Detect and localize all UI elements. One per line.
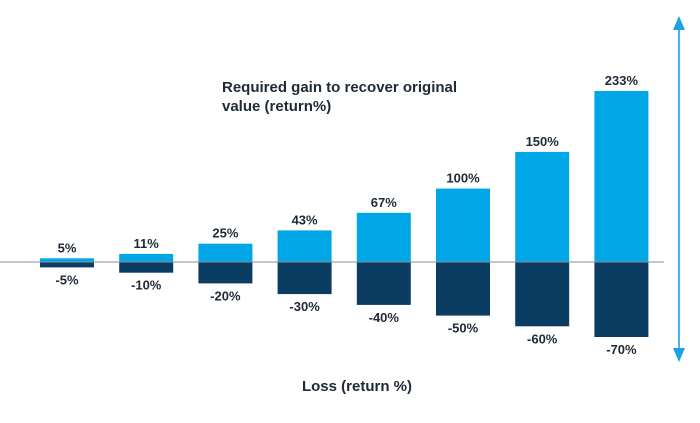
gain-bar-2 <box>119 253 174 262</box>
loss-label-6: -50% <box>448 321 479 336</box>
gain-label-2: 11% <box>134 236 160 251</box>
loss-bar-5 <box>356 262 411 305</box>
x-axis-label: Loss (return %) <box>302 378 412 395</box>
loss-label-3: -20% <box>210 288 241 303</box>
gain-bar-5 <box>356 212 411 262</box>
loss-bar-3 <box>198 262 253 284</box>
gain-bar-1 <box>40 258 94 262</box>
loss-bar-2 <box>119 262 174 273</box>
gain-bar-4 <box>277 230 332 262</box>
gain-label-3: 25% <box>212 226 238 241</box>
loss-bar-4 <box>277 262 332 295</box>
gain-label-1: 5% <box>58 240 77 255</box>
loss-bar-8 <box>594 262 649 337</box>
loss-bar-1 <box>40 262 94 268</box>
annotation-line-1: Required gain to recover original <box>222 79 457 96</box>
gain-label-4: 43% <box>292 212 318 227</box>
loss-label-8: -70% <box>606 342 637 357</box>
gain-bar-3 <box>198 243 253 262</box>
gain-label-6: 100% <box>446 171 480 186</box>
gain-bar-7 <box>515 151 570 262</box>
loss-label-5: -40% <box>369 310 400 325</box>
data-labels-group: 5% -5% 11% -10% 25% -20% 43% -30% 67% -40% 100% -50… <box>55 73 638 357</box>
loss-label-1: -5% <box>55 272 79 287</box>
loss-bar-6 <box>436 262 490 316</box>
bars-group <box>40 91 649 337</box>
loss-label-7: -60% <box>527 331 558 346</box>
double-arrow-icon <box>673 16 685 362</box>
gain-label-5: 67% <box>371 195 397 210</box>
gain-label-7: 150% <box>526 134 560 149</box>
gain-bar-6 <box>436 188 490 262</box>
gain-bar-8 <box>594 91 649 262</box>
loss-label-2: -10% <box>131 278 162 293</box>
annotation-line-2: value (return%) <box>222 98 331 115</box>
loss-label-4: -30% <box>289 299 320 314</box>
gain-label-8: 233% <box>605 73 639 88</box>
loss-bar-7 <box>515 262 570 327</box>
